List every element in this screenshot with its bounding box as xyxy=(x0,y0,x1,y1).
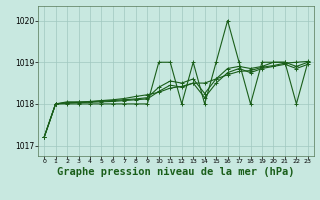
X-axis label: Graphe pression niveau de la mer (hPa): Graphe pression niveau de la mer (hPa) xyxy=(57,167,295,177)
